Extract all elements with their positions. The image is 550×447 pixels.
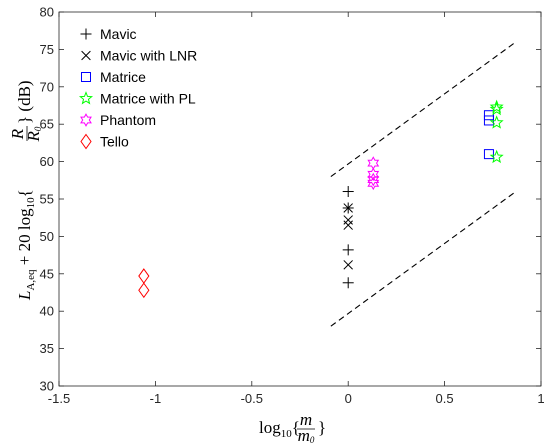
- legend-entry: Mavic with LNR: [81, 48, 197, 64]
- data-point: [342, 277, 354, 289]
- plot-area: [58, 11, 542, 387]
- legend-label: Matrice: [100, 69, 146, 85]
- legend-marker: [78, 91, 94, 105]
- svg-text:log10{: log10{: [259, 418, 300, 440]
- data-point: [343, 220, 353, 230]
- legend-label: Mavic: [100, 26, 137, 42]
- x-tick-label: 1: [537, 391, 544, 406]
- svg-text:R: R: [8, 128, 27, 140]
- x-tick-label: -1.5: [48, 391, 70, 406]
- svg-text:} (dB): } (dB): [15, 80, 34, 124]
- data-point: [483, 110, 494, 121]
- svg-text:}: }: [318, 418, 326, 437]
- data-point: [367, 172, 380, 187]
- legend-marker: [81, 72, 91, 82]
- y-tick-label: 65: [40, 117, 54, 132]
- legend-marker: [80, 133, 92, 150]
- x-tick-label: -0.5: [241, 391, 263, 406]
- legend-label: Tello: [100, 134, 129, 150]
- dashed-reference-line: [330, 41, 517, 178]
- data-point: [342, 244, 354, 256]
- x-axis-label: log10{ m m0 }: [259, 410, 326, 445]
- x-tick-label: 0.5: [436, 391, 454, 406]
- legend-entry: Phantom: [80, 112, 156, 128]
- legend-marker: [80, 28, 92, 40]
- y-tick-label: 40: [40, 304, 54, 319]
- y-tick-label: 30: [40, 379, 54, 394]
- legend-marker: [81, 50, 91, 61]
- y-axis-label: LA,eq + 20 log10{ R R0 } (dB): [8, 80, 43, 301]
- svg-text:m: m: [300, 410, 312, 429]
- legend-entry: Tello: [80, 133, 129, 150]
- x-tick-label: 0: [345, 391, 352, 406]
- legend-entry: Matrice: [81, 69, 146, 85]
- data-point: [343, 203, 353, 213]
- y-tick-label: 80: [40, 5, 54, 20]
- data-point: [343, 260, 353, 270]
- x-axis-ticks: -1.5 -1 -0.5 0 0.5 1: [48, 12, 545, 406]
- legend-label: Phantom: [100, 112, 156, 128]
- legend-marker: [80, 113, 92, 127]
- data-point: [489, 99, 504, 113]
- data-points: [138, 99, 504, 299]
- data-point: [342, 186, 354, 198]
- data-point: [367, 167, 380, 182]
- legend-label: Matrice with PL: [100, 91, 196, 107]
- x-tick-label: -1: [150, 391, 162, 406]
- data-point: [138, 282, 150, 299]
- y-tick-label: 75: [40, 42, 54, 57]
- data-point: [489, 101, 504, 116]
- legend-label: Mavic with LNR: [100, 48, 197, 64]
- svg-text:LA,eq + 20 log10{: LA,eq + 20 log10{: [15, 189, 37, 301]
- y-tick-label: 50: [40, 229, 54, 244]
- dashed-reference-line: [330, 191, 517, 327]
- y-tick-label: 35: [40, 341, 54, 356]
- data-point: [489, 115, 504, 129]
- data-point: [483, 149, 494, 160]
- y-axis-ticks: 30 35 40 45 50 55 60 65 70 75 80: [40, 5, 541, 394]
- y-tick-label: 70: [40, 79, 54, 94]
- y-tick-label: 45: [40, 266, 54, 281]
- data-point: [489, 149, 504, 164]
- y-tick-label: 60: [40, 154, 54, 169]
- data-point: [367, 176, 380, 191]
- legend-entry: Matrice with PL: [78, 91, 196, 107]
- y-tick-label: 55: [40, 192, 54, 207]
- reference-lines: [330, 41, 517, 327]
- legend-entry: Mavic: [80, 26, 137, 42]
- legend: Mavic Mavic with LNR Matrice Matrice with P…: [78, 26, 197, 150]
